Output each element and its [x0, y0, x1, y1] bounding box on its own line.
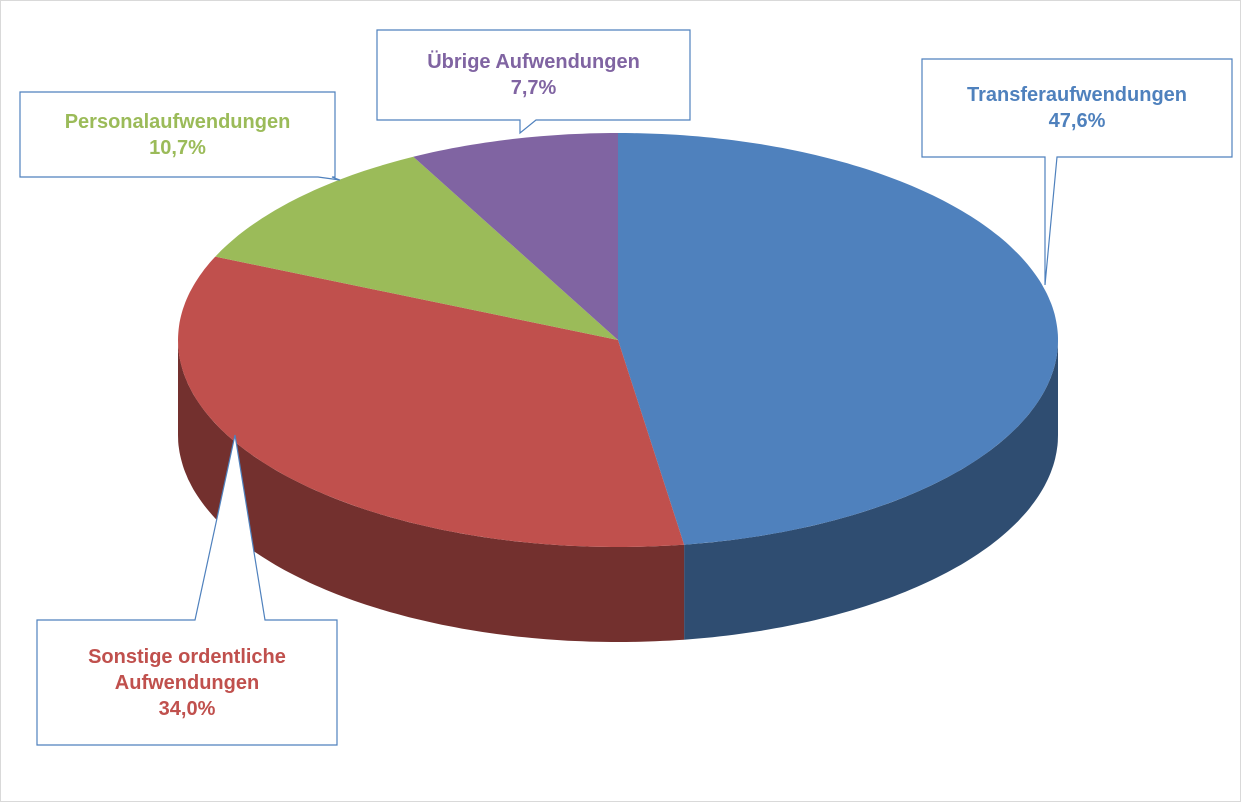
- callout-box: [36, 434, 338, 746]
- slice: [618, 133, 1058, 545]
- slice: [413, 133, 618, 340]
- category-label: Personalaufwendungen: [64, 110, 291, 133]
- callout-box: [376, 29, 691, 135]
- slice: [215, 156, 619, 340]
- category-label: Transferaufwendungen: [966, 84, 1188, 106]
- data-label: Übrige Aufwendungen 7,7%: [385, 49, 682, 101]
- data-label: Transferaufwendungen 47,6%: [930, 82, 1224, 134]
- category-label: Sonstige ordentliche Aufwendungen: [88, 645, 286, 694]
- slice-side: [178, 340, 685, 642]
- value-label: 7,7%: [510, 77, 557, 99]
- value-label: 10,7%: [149, 136, 206, 159]
- category-label: Übrige Aufwendungen: [427, 51, 640, 73]
- data-label: Sonstige ordentliche Aufwendungen 34,0%: [45, 644, 329, 722]
- value-label: 47,6%: [1048, 110, 1106, 132]
- callout-box: [19, 91, 341, 181]
- callout-box: [921, 58, 1233, 286]
- slice: [178, 256, 685, 547]
- data-label: Personalaufwendungen 10,7%: [28, 109, 327, 161]
- slice-side: [684, 340, 1058, 640]
- value-label: 34,0%: [158, 697, 216, 720]
